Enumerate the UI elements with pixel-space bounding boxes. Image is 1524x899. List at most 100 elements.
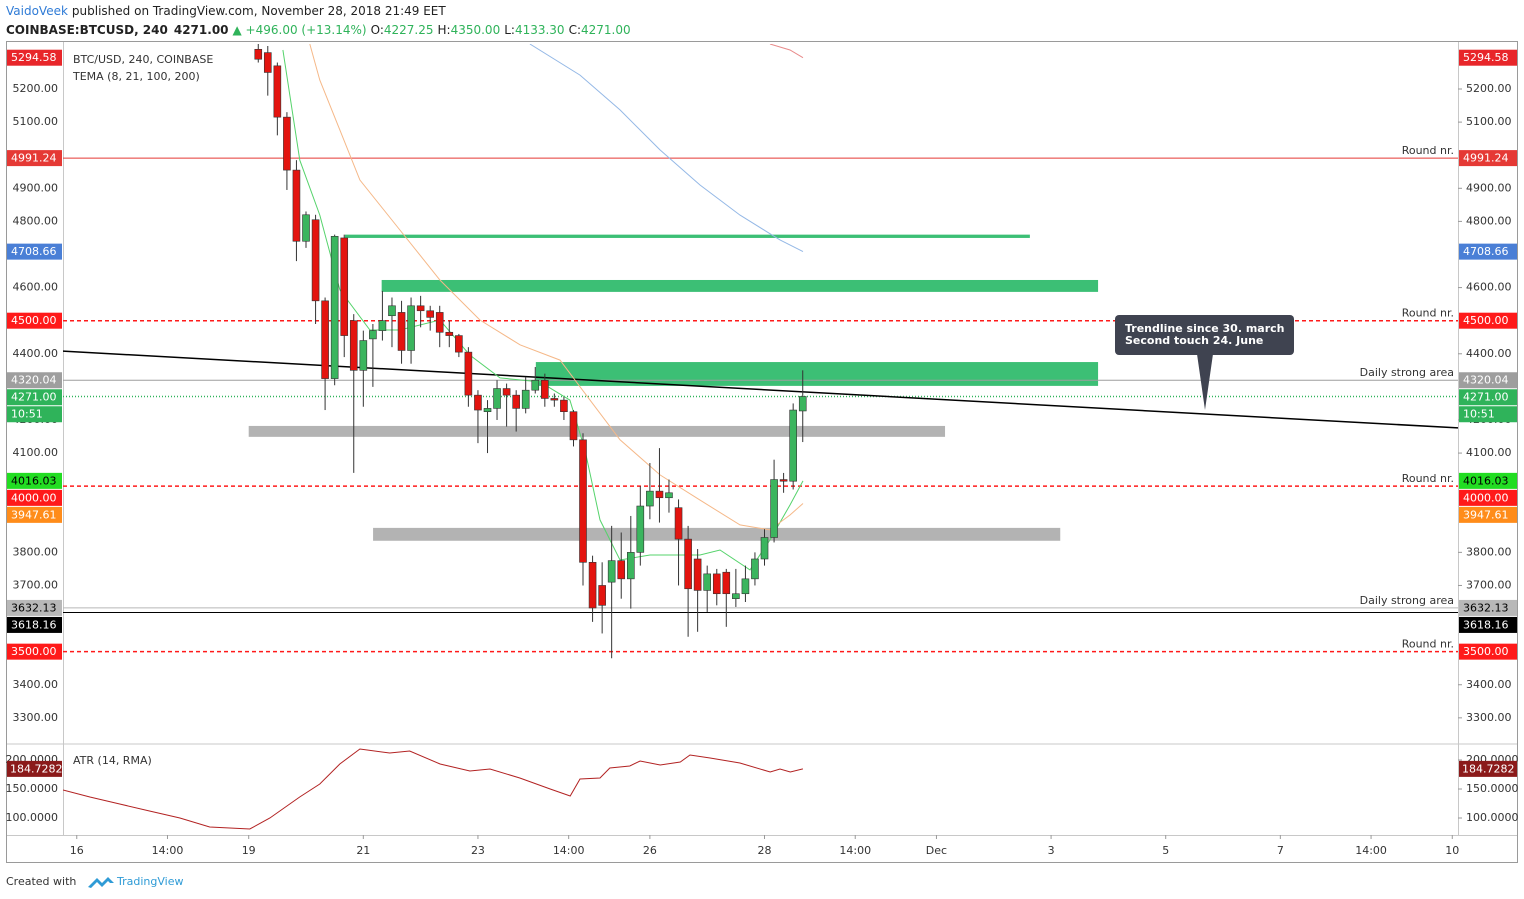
author[interactable]: VaidoVeek: [6, 4, 68, 18]
candle-body: [378, 320, 387, 331]
y-tick-label: 5200.00: [13, 82, 59, 95]
level-note: Round nr.: [1402, 472, 1454, 485]
price-label: 4991.24: [1463, 152, 1509, 165]
footer-brand[interactable]: TradingView: [116, 875, 183, 888]
y-tick-label: 3300.00: [1466, 711, 1512, 724]
ohlc-key: C:: [569, 23, 581, 37]
atr-tick-label: 100.0000: [1466, 811, 1519, 824]
zone: [344, 234, 1030, 238]
chart-frame: [6, 41, 1518, 863]
candle-body: [426, 310, 435, 318]
candle-body: [369, 330, 377, 340]
candle-body: [455, 335, 463, 353]
price-label-box: [7, 599, 62, 616]
candle-body: [474, 394, 482, 411]
price-label-box: [7, 406, 62, 423]
price-label: 5294.58: [11, 51, 57, 64]
price-label-box: [7, 49, 62, 66]
price-label-box: [7, 616, 62, 633]
price-label: 3947.61: [1463, 508, 1509, 521]
price-label: 4708.66: [1463, 245, 1509, 258]
candle-body: [416, 305, 425, 312]
logo-icon: [88, 877, 114, 888]
candle-body: [435, 312, 444, 333]
price-label: 10:51: [11, 408, 43, 421]
legend-title: BTC/USD, 240, COINBASE: [73, 53, 213, 66]
price-label-box: [1459, 406, 1517, 423]
y-tick-label: 4900.00: [1466, 181, 1512, 194]
price-label: 4991.24: [11, 152, 57, 165]
x-tick-label: 26: [643, 844, 657, 857]
price-label: 5294.58: [1463, 51, 1509, 64]
candle-body: [798, 396, 807, 412]
candle-body: [464, 351, 473, 396]
x-tick-label: 10: [1445, 844, 1459, 857]
price-label-box: [7, 472, 62, 489]
tema-line: [769, 44, 804, 59]
x-tick-label: 14:00: [152, 844, 184, 857]
candle-body: [254, 48, 263, 60]
price-label-box: [1459, 643, 1517, 660]
zone: [373, 527, 1061, 541]
price-label: 10:51: [1463, 408, 1495, 421]
x-tick-label: 3: [1048, 844, 1055, 857]
price-label: 4320.04: [1463, 374, 1509, 387]
price-label: 4016.03: [11, 474, 57, 487]
price-label: 3500.00: [11, 645, 57, 658]
y-tick-label: 4800.00: [1466, 214, 1512, 227]
price-label: 3632.13: [11, 601, 57, 614]
y-tick-label: 5200.00: [1466, 82, 1512, 95]
candle-body: [388, 305, 396, 317]
candle-body: [722, 571, 731, 595]
callout-box: [1115, 315, 1294, 355]
candle-body: [273, 65, 282, 118]
tradingview-logo[interactable]: TradingView: [88, 875, 183, 888]
atr-tick-label: 150.0000: [1466, 782, 1519, 795]
zone: [248, 425, 946, 437]
candle-body: [311, 219, 320, 302]
ohlc-key: L:: [504, 23, 515, 37]
price-label: 4708.66: [11, 245, 57, 258]
atr-line: [63, 748, 804, 830]
tema-line: [309, 44, 804, 531]
price-label: 4016.03: [1463, 474, 1509, 487]
y-tick-label: 3400.00: [1466, 678, 1512, 691]
published: published on TradingView.com, November 2…: [72, 4, 446, 18]
callout: Trendline since 30. march Second touch 2…: [1115, 315, 1294, 410]
x-tick-label: 7: [1277, 844, 1284, 857]
price-label-box: [7, 389, 62, 406]
candle-body: [636, 505, 645, 553]
callout-text: Second touch 24. June: [1125, 334, 1263, 347]
atr-label-box: [7, 760, 62, 777]
publish-line: VaidoVeek published on TradingView.com, N…: [6, 4, 446, 18]
candle-body: [483, 408, 492, 413]
price-label-box: [7, 372, 62, 389]
candle-body: [770, 479, 778, 538]
y-tick-label: 4900.00: [13, 181, 59, 194]
trendline: [63, 350, 1458, 429]
candle-body: [712, 573, 721, 595]
candle-body: [283, 116, 291, 171]
legend-indicator: TEMA (8, 21, 100, 200): [72, 70, 200, 83]
price-label-box: [1459, 312, 1517, 329]
candle-body: [665, 492, 673, 499]
level-note: Daily strong area: [1360, 366, 1454, 379]
candle-body: [292, 169, 301, 242]
y-tick-label: 4600.00: [1466, 281, 1512, 294]
ohlc-key: H:: [438, 23, 451, 37]
price-label-box: [7, 150, 62, 167]
y-tick-label: 5100.00: [1466, 115, 1512, 128]
price-label-box: [7, 489, 62, 506]
y-tick-label: 4100.00: [1466, 446, 1512, 459]
last-price: 4271.00: [174, 23, 229, 37]
x-tick-label: 14:00: [553, 844, 585, 857]
x-tick-label: 23: [471, 844, 485, 857]
candle-body: [359, 340, 368, 371]
atr-tick-label: 100.0000: [6, 811, 59, 824]
candle-body: [321, 300, 329, 379]
tema-line: [529, 44, 804, 253]
candle-body: [531, 379, 540, 391]
price-label-box: [1459, 489, 1517, 506]
y-tick-label: 3700.00: [13, 578, 59, 591]
x-tick-label: 19: [242, 844, 256, 857]
